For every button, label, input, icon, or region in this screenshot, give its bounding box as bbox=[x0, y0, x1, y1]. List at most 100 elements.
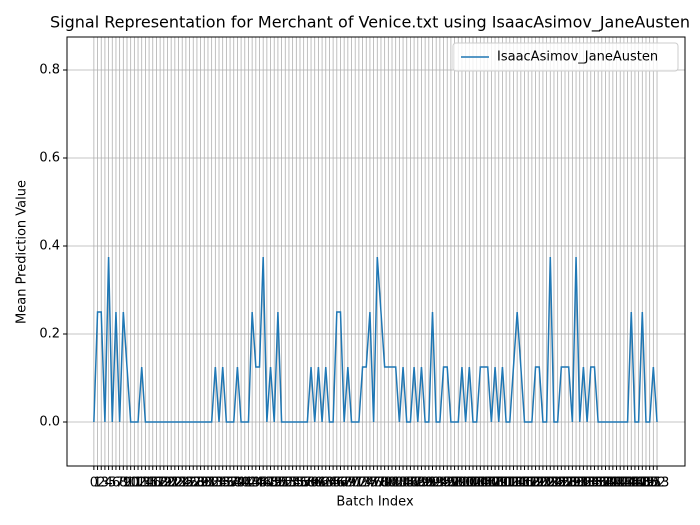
x-tick-label: 145 bbox=[615, 476, 640, 491]
x-tick-label: 85 bbox=[398, 476, 415, 491]
x-tick-label: 63 bbox=[317, 476, 334, 491]
x-tick-label: 6 bbox=[112, 476, 120, 491]
x-tick-label: 112 bbox=[494, 476, 519, 491]
x-tick-label: 116 bbox=[508, 476, 533, 491]
x-tick-label: 43 bbox=[244, 476, 261, 491]
x-tick-label: 17 bbox=[148, 476, 165, 491]
x-tick-label: 27 bbox=[185, 476, 202, 491]
x-tick-label: 131 bbox=[564, 476, 589, 491]
marks bbox=[93, 256, 658, 423]
x-tick-label: 14 bbox=[137, 476, 154, 491]
x-tick-label: 97 bbox=[443, 476, 460, 491]
x-tick-label: 73 bbox=[354, 476, 371, 491]
x-axis-label: Batch Index bbox=[336, 495, 414, 510]
x-tick-label: 151 bbox=[637, 476, 662, 491]
x-tick-label: 42 bbox=[240, 476, 257, 491]
x-tick-label: 52 bbox=[277, 476, 294, 491]
x-tick-label: 11 bbox=[126, 476, 143, 491]
x-tick-label: 78 bbox=[373, 476, 390, 491]
x-tick-label: 134 bbox=[575, 476, 600, 491]
x-tick-label: 128 bbox=[553, 476, 578, 491]
x-tick-label: 149 bbox=[630, 476, 655, 491]
x-tick-label: 21 bbox=[163, 476, 180, 491]
x-tick-label: 146 bbox=[619, 476, 644, 491]
x-tick-label: 72 bbox=[351, 476, 368, 491]
plot-frame bbox=[66, 36, 686, 467]
x-tick-label: 120 bbox=[523, 476, 548, 491]
x-tick-label: 33 bbox=[207, 476, 224, 491]
x-tick-label: 94 bbox=[432, 476, 449, 491]
x-tick-label: 77 bbox=[369, 476, 386, 491]
x-tick-label: 107 bbox=[475, 476, 500, 491]
x-tick-label: 88 bbox=[410, 476, 427, 491]
x-tick-label: 69 bbox=[340, 476, 357, 491]
x-tick-label: 25 bbox=[178, 476, 195, 491]
x-tick-label: 92 bbox=[424, 476, 441, 491]
y-axis-label: Mean Prediction Value bbox=[15, 180, 30, 324]
x-tick-label: 46 bbox=[255, 476, 272, 491]
x-tick-label: 98 bbox=[446, 476, 463, 491]
x-tick-label: 48 bbox=[262, 476, 279, 491]
x-tick-label: 115 bbox=[505, 476, 530, 491]
labels: 0123456789101112131415161718192021222324… bbox=[39, 63, 669, 491]
x-tick-label: 49 bbox=[266, 476, 283, 491]
x-tick-label: 7 bbox=[115, 476, 123, 491]
x-tick-label: 20 bbox=[159, 476, 176, 491]
x-tick-label: 65 bbox=[325, 476, 342, 491]
x-tick-label: 95 bbox=[435, 476, 452, 491]
x-tick-label: 3 bbox=[101, 476, 109, 491]
grid bbox=[67, 37, 685, 466]
x-tick-label: 121 bbox=[527, 476, 552, 491]
x-tick-label: 26 bbox=[181, 476, 198, 491]
legend-label: IsaacAsimov_JaneAusten bbox=[497, 50, 658, 65]
x-tick-label: 44 bbox=[248, 476, 265, 491]
y-tick-label: 0.8 bbox=[39, 63, 60, 78]
x-tick-label: 45 bbox=[251, 476, 268, 491]
x-tick-label: 150 bbox=[634, 476, 659, 491]
x-tick-label: 153 bbox=[645, 476, 670, 491]
x-tick-label: 140 bbox=[597, 476, 622, 491]
x-tick-label: 139 bbox=[593, 476, 618, 491]
x-tick-label: 36 bbox=[218, 476, 235, 491]
x-tick-label: 62 bbox=[314, 476, 331, 491]
x-tick-label: 47 bbox=[259, 476, 276, 491]
x-tick-label: 58 bbox=[299, 476, 316, 491]
x-tick-label: 13 bbox=[133, 476, 150, 491]
x-tick-label: 90 bbox=[417, 476, 434, 491]
x-tick-label: 91 bbox=[421, 476, 438, 491]
x-tick-label: 74 bbox=[358, 476, 375, 491]
x-tick-label: 18 bbox=[152, 476, 169, 491]
x-tick-label: 2 bbox=[97, 476, 105, 491]
x-tick-label: 117 bbox=[512, 476, 537, 491]
x-tick-label: 87 bbox=[406, 476, 423, 491]
x-tick-label: 81 bbox=[384, 476, 401, 491]
x-tick-label: 110 bbox=[486, 476, 511, 491]
x-tick-label: 133 bbox=[571, 476, 596, 491]
x-tick-label: 136 bbox=[582, 476, 607, 491]
x-tick-label: 126 bbox=[545, 476, 570, 491]
x-tick-label: 101 bbox=[453, 476, 478, 491]
x-tick-label: 102 bbox=[457, 476, 482, 491]
x-tick-label: 148 bbox=[626, 476, 651, 491]
x-tick-label: 1 bbox=[93, 476, 101, 491]
x-tick-label: 127 bbox=[549, 476, 574, 491]
x-tick-label: 51 bbox=[273, 476, 290, 491]
x-tick-label: 132 bbox=[567, 476, 592, 491]
chart-title: Signal Representation for Merchant of Ve… bbox=[50, 13, 690, 33]
x-tick-label: 15 bbox=[141, 476, 158, 491]
x-tick-label: 147 bbox=[623, 476, 648, 491]
x-tick-label: 108 bbox=[479, 476, 504, 491]
x-tick-label: 5 bbox=[108, 476, 116, 491]
x-tick-label: 137 bbox=[586, 476, 611, 491]
x-tick-label: 118 bbox=[516, 476, 541, 491]
y-tick-label: 0.6 bbox=[39, 151, 60, 166]
x-tick-label: 23 bbox=[170, 476, 187, 491]
x-tick-label: 39 bbox=[229, 476, 246, 491]
x-tick-label: 31 bbox=[200, 476, 217, 491]
x-tick-label: 124 bbox=[538, 476, 563, 491]
x-tick-label: 83 bbox=[391, 476, 408, 491]
x-tick-label: 71 bbox=[347, 476, 364, 491]
x-tick-label: 28 bbox=[189, 476, 206, 491]
x-tick-label: 22 bbox=[167, 476, 184, 491]
